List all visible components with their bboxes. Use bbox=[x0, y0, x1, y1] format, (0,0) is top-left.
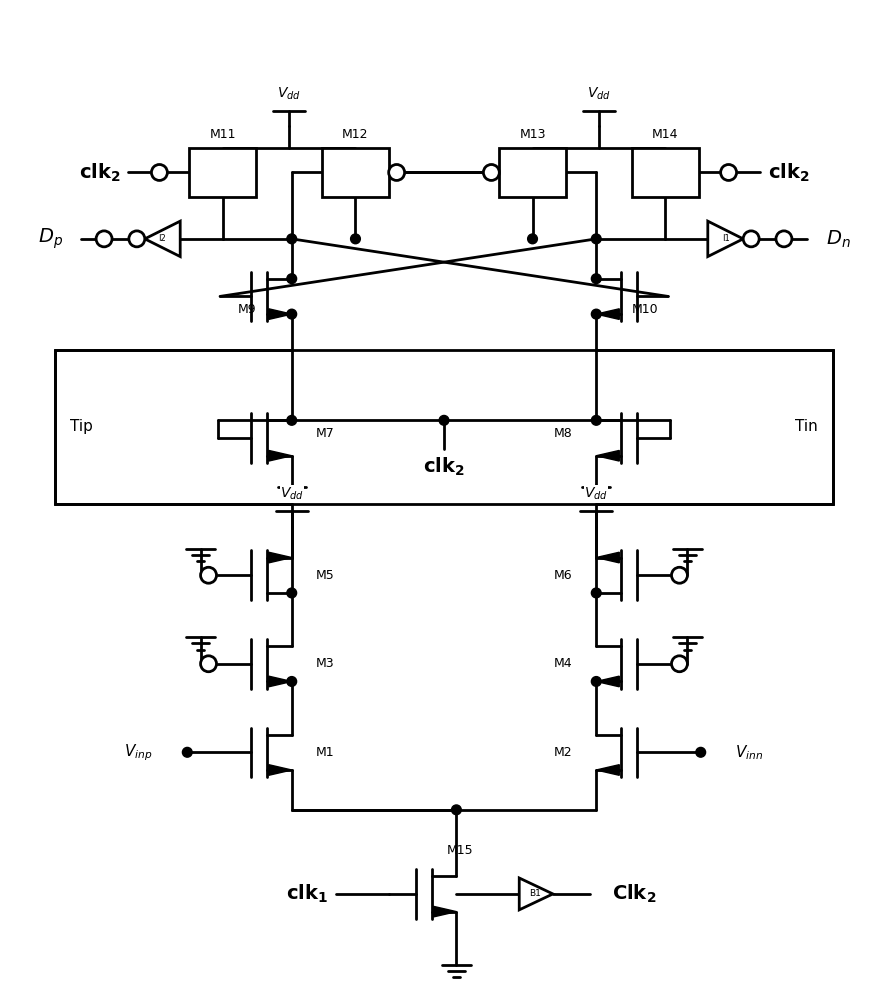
Polygon shape bbox=[269, 450, 292, 461]
Circle shape bbox=[671, 567, 687, 583]
Circle shape bbox=[591, 234, 601, 244]
Circle shape bbox=[527, 234, 537, 244]
Text: $\mathbf{clk_1}$: $\mathbf{clk_1}$ bbox=[286, 883, 328, 905]
Circle shape bbox=[743, 231, 759, 247]
Text: B1: B1 bbox=[529, 889, 541, 898]
Text: $D_p$: $D_p$ bbox=[37, 227, 62, 251]
Circle shape bbox=[591, 274, 601, 284]
Circle shape bbox=[287, 234, 297, 244]
Text: $V_{dd}$: $V_{dd}$ bbox=[587, 85, 611, 102]
Text: $V_{inp}$: $V_{inp}$ bbox=[124, 742, 153, 763]
Text: $\mathbf{clk_2}$: $\mathbf{clk_2}$ bbox=[423, 456, 465, 478]
Polygon shape bbox=[269, 309, 292, 319]
Polygon shape bbox=[519, 878, 553, 910]
Circle shape bbox=[287, 588, 297, 598]
Text: M10: M10 bbox=[631, 303, 658, 316]
Circle shape bbox=[287, 415, 297, 425]
Bar bbox=[322, 148, 389, 197]
Text: M14: M14 bbox=[652, 128, 678, 141]
Text: M7: M7 bbox=[315, 427, 335, 440]
Text: Tin: Tin bbox=[795, 419, 818, 434]
Circle shape bbox=[440, 415, 448, 425]
Text: M2: M2 bbox=[554, 746, 573, 759]
Circle shape bbox=[591, 677, 601, 686]
Circle shape bbox=[201, 567, 217, 583]
Text: M15: M15 bbox=[447, 844, 473, 857]
Text: M6: M6 bbox=[554, 569, 573, 582]
Circle shape bbox=[351, 234, 361, 244]
Polygon shape bbox=[596, 552, 619, 563]
Polygon shape bbox=[596, 765, 619, 775]
Text: I1: I1 bbox=[722, 234, 729, 243]
Text: M8: M8 bbox=[553, 427, 573, 440]
Circle shape bbox=[451, 805, 461, 815]
Text: $\mathbf{clk_2}$: $\mathbf{clk_2}$ bbox=[79, 161, 121, 184]
Text: M13: M13 bbox=[519, 128, 546, 141]
Circle shape bbox=[591, 309, 601, 319]
Text: M12: M12 bbox=[342, 128, 369, 141]
Text: M9: M9 bbox=[238, 303, 257, 316]
Circle shape bbox=[201, 656, 217, 672]
Text: $\mathbf{Clk_2}$: $\mathbf{Clk_2}$ bbox=[612, 883, 656, 905]
Circle shape bbox=[96, 231, 112, 247]
Circle shape bbox=[287, 274, 297, 284]
Circle shape bbox=[287, 677, 297, 686]
Circle shape bbox=[389, 165, 405, 180]
Circle shape bbox=[287, 309, 297, 319]
Text: M4: M4 bbox=[554, 657, 573, 670]
Circle shape bbox=[152, 165, 167, 180]
Text: Tip: Tip bbox=[70, 419, 93, 434]
Polygon shape bbox=[596, 309, 619, 319]
Polygon shape bbox=[596, 450, 619, 461]
Polygon shape bbox=[433, 906, 456, 917]
Text: M1: M1 bbox=[315, 746, 334, 759]
Polygon shape bbox=[145, 221, 180, 257]
Polygon shape bbox=[596, 676, 619, 687]
Text: $V_{dd}$: $V_{dd}$ bbox=[277, 85, 301, 102]
Polygon shape bbox=[708, 221, 743, 257]
Circle shape bbox=[671, 656, 687, 672]
Polygon shape bbox=[269, 552, 292, 563]
Circle shape bbox=[591, 415, 601, 425]
Circle shape bbox=[721, 165, 736, 180]
Circle shape bbox=[776, 231, 792, 247]
Polygon shape bbox=[269, 676, 292, 687]
Circle shape bbox=[591, 588, 601, 598]
Text: $V_{inn}$: $V_{inn}$ bbox=[735, 743, 764, 762]
Circle shape bbox=[182, 747, 192, 757]
Text: M5: M5 bbox=[315, 569, 335, 582]
Bar bbox=[54, 350, 834, 504]
Text: I2: I2 bbox=[159, 234, 166, 243]
Circle shape bbox=[129, 231, 145, 247]
Text: M3: M3 bbox=[315, 657, 334, 670]
Bar bbox=[632, 148, 699, 197]
Bar bbox=[499, 148, 566, 197]
Circle shape bbox=[696, 747, 706, 757]
Polygon shape bbox=[269, 765, 292, 775]
Text: M11: M11 bbox=[210, 128, 236, 141]
Text: $\mathbf{clk_2}$: $\mathbf{clk_2}$ bbox=[767, 161, 809, 184]
Text: $V_{dd}$: $V_{dd}$ bbox=[280, 485, 304, 502]
Text: $D_n$: $D_n$ bbox=[826, 228, 851, 250]
Circle shape bbox=[483, 165, 499, 180]
Text: $V_{dd}$: $V_{dd}$ bbox=[584, 485, 608, 502]
Bar bbox=[189, 148, 256, 197]
